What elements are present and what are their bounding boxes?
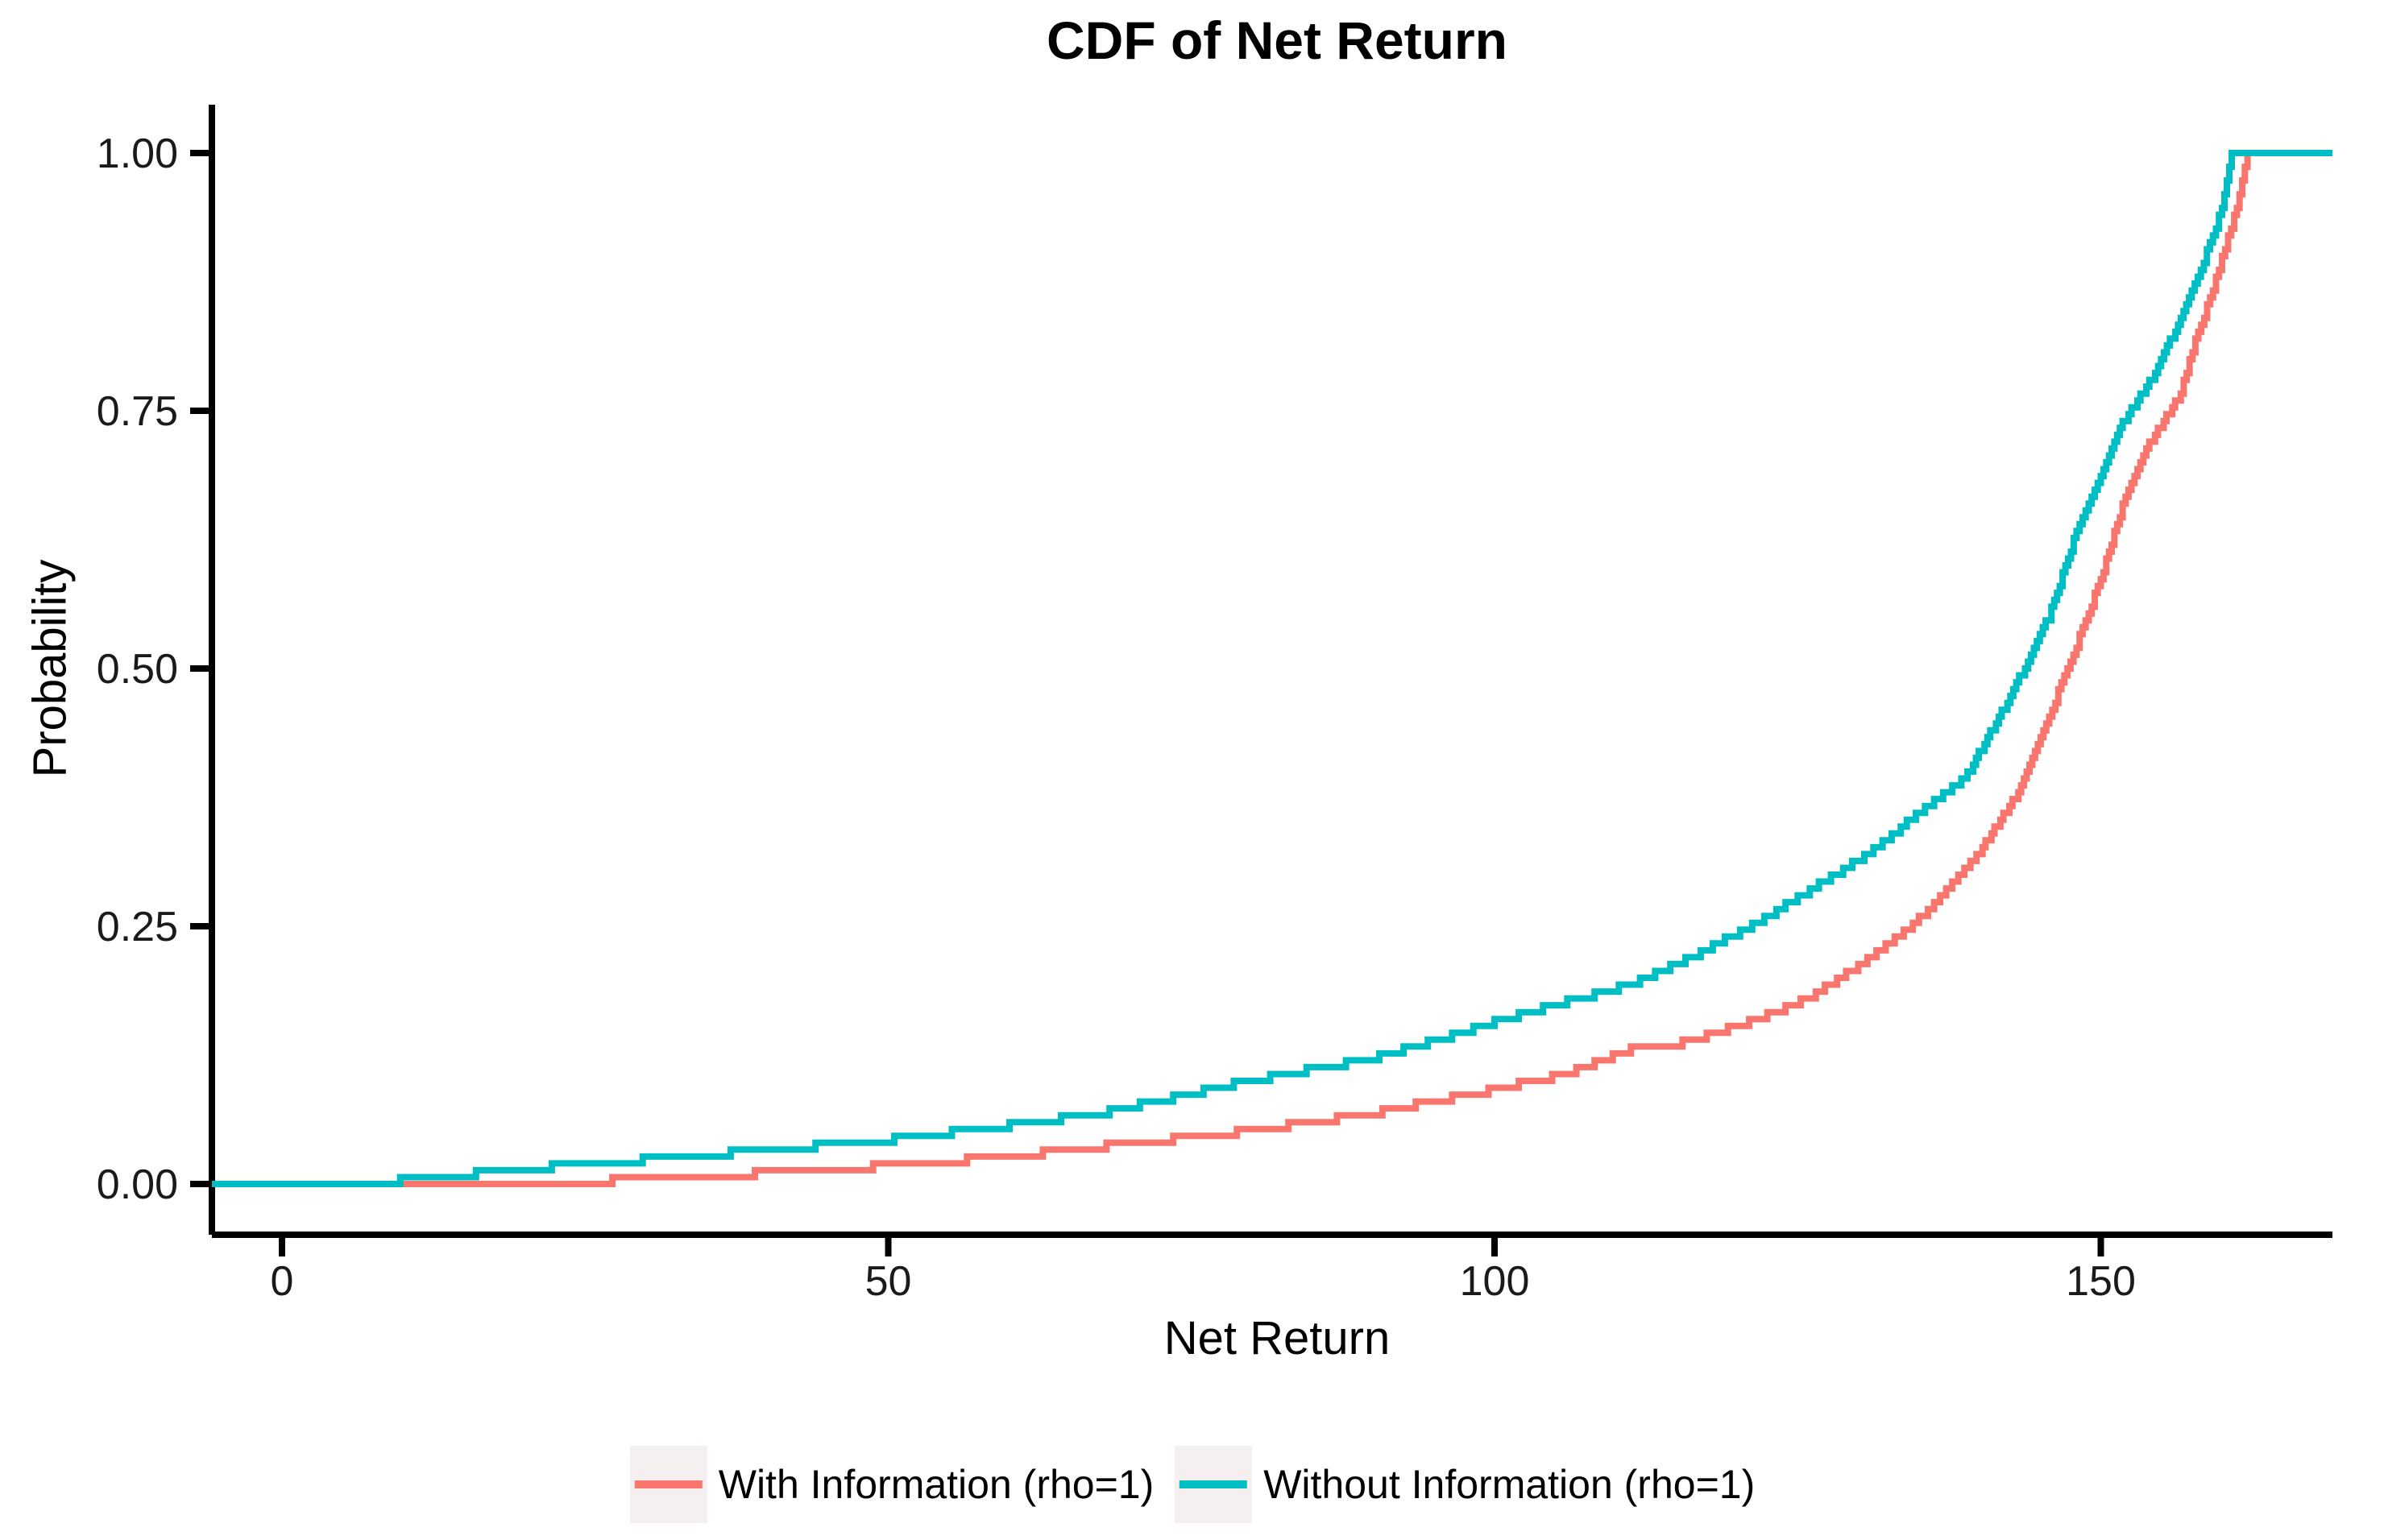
ecdf-line-without-information: [212, 150, 2332, 1187]
x-tick-label: 50: [865, 1258, 912, 1305]
legend-key-line-icon: [634, 1480, 703, 1488]
y-tick-label: 0.75: [97, 388, 178, 435]
legend: With Information (rho=1) Without Informat…: [629, 1446, 1755, 1523]
legend-label-with-information: With Information (rho=1): [718, 1462, 1155, 1507]
y-tick-label: 1.00: [97, 130, 178, 177]
legend-item-without-information: Without Information (rho=1): [1175, 1446, 1755, 1523]
legend-key-without-information: [1175, 1446, 1253, 1523]
x-axis-title: Net Return: [1163, 1312, 1391, 1364]
legend-item-with-information: With Information (rho=1): [629, 1446, 1155, 1523]
ecdf-curves: [212, 150, 2332, 1187]
legend-label-without-information: Without Information (rho=1): [1263, 1462, 1756, 1507]
y-tick-label: 0.00: [97, 1161, 178, 1208]
y-tick-label: 0.50: [97, 646, 178, 693]
legend-key-line-icon: [1180, 1480, 1248, 1488]
legend-key-with-information: [629, 1446, 707, 1523]
y-tick-label: 0.25: [97, 904, 178, 950]
x-tick-label: 0: [271, 1258, 294, 1305]
ecdf-line-with-information: [212, 150, 2332, 1187]
chart-title: CDF of Net Return: [1047, 10, 1507, 70]
x-tick-label: 150: [2066, 1258, 2136, 1305]
x-tick-label: 100: [1460, 1258, 1530, 1305]
